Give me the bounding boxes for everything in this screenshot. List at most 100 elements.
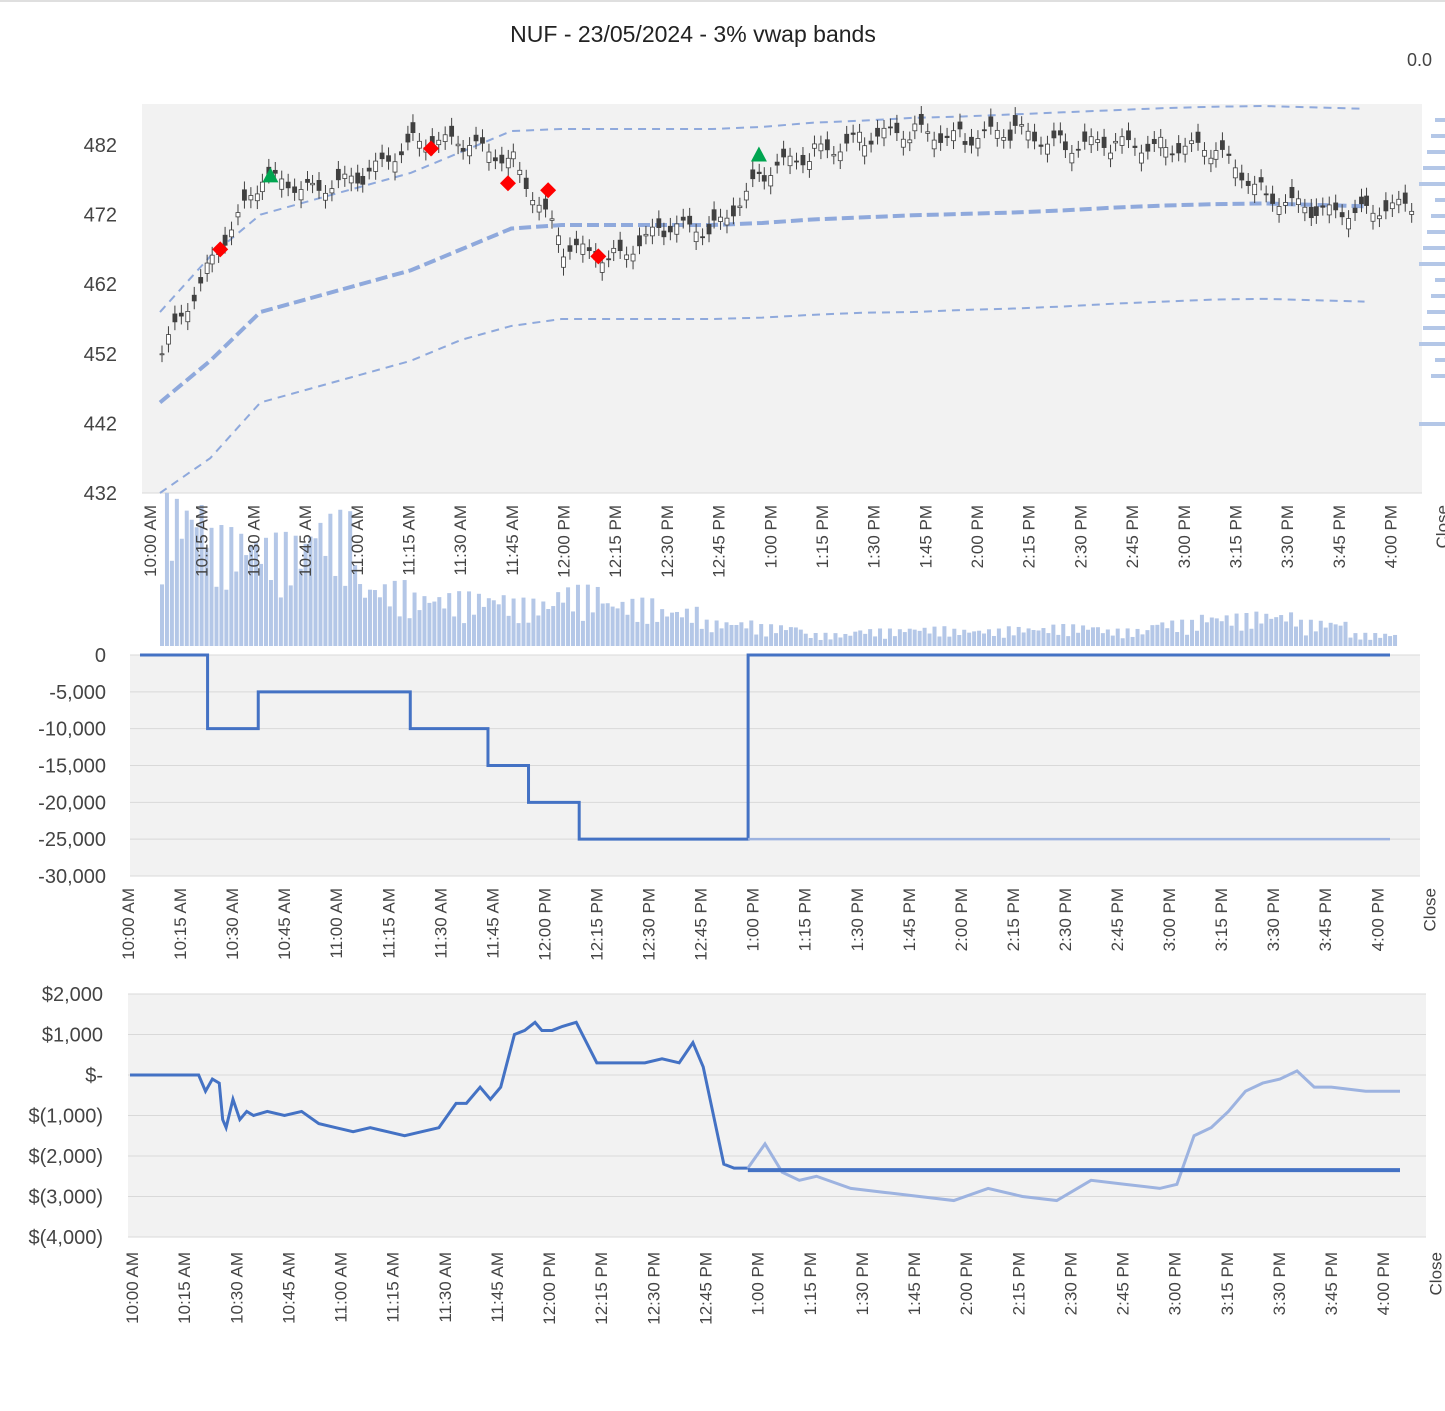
candle-body (731, 205, 736, 217)
volume-bar (278, 597, 283, 646)
volume-bar (1001, 637, 1006, 646)
volume-bar (1219, 621, 1224, 646)
candle-body (624, 254, 629, 260)
chart-title: NUF - 23/05/2024 - 3% vwap bands (510, 21, 876, 47)
volume-bar (858, 630, 863, 646)
volume-bar (660, 609, 665, 646)
volume-bar (367, 589, 372, 646)
candle-body (399, 151, 404, 156)
volume-bar (328, 513, 333, 646)
volume-bar (749, 620, 754, 646)
price-x-tick-label: 3:45 PM (1330, 505, 1349, 568)
candle-body (467, 145, 472, 157)
volume-bar (645, 623, 650, 646)
pnl-tick-label: $(1,000) (29, 1106, 104, 1128)
volume-profile-bar (1431, 134, 1445, 138)
volume-bar (481, 606, 486, 646)
volume-profile-bar (1423, 326, 1445, 330)
volume-bar (580, 620, 585, 646)
volume-bar (1363, 632, 1368, 646)
volume-bar (675, 611, 680, 646)
volume-bar (803, 633, 808, 646)
candle-body (844, 133, 850, 144)
volume-bar (1095, 627, 1100, 646)
volume-bar (1155, 624, 1160, 646)
sell-marker (212, 241, 229, 258)
pnl-x-tick-label: 3:00 PM (1166, 1252, 1185, 1315)
volume-bar (684, 608, 689, 646)
volume-bar (496, 604, 501, 646)
price-tick-label: 452 (84, 344, 117, 366)
volume-bar (244, 555, 249, 646)
volume-profile-bar (1419, 422, 1445, 426)
volume-bar (343, 585, 348, 646)
candle-body (580, 243, 586, 255)
candle-body (711, 209, 717, 221)
candle-body (386, 155, 391, 162)
volume-bar (1056, 634, 1061, 646)
price-tick-label: 472 (84, 205, 117, 227)
volume-bar (897, 629, 902, 646)
volume-profile-bar (1423, 166, 1445, 170)
price-x-tick-label: 2:00 PM (968, 505, 987, 568)
volume-bar (972, 631, 977, 646)
volume-bar (838, 637, 843, 646)
volume-bar (571, 611, 576, 646)
volume-bar (907, 628, 912, 646)
volume-bar (234, 571, 239, 646)
candle-body (1025, 130, 1031, 141)
volume-bar (694, 606, 699, 646)
candle-body (1346, 218, 1351, 230)
price-x-tick-label: 3:15 PM (1226, 505, 1245, 568)
volume-bar (1061, 624, 1066, 646)
candle-body (1359, 196, 1364, 205)
volume-bar (620, 601, 625, 646)
volume-bar (655, 621, 660, 646)
candle-body (185, 311, 191, 323)
candle-body (912, 123, 918, 132)
volume-bar (531, 598, 536, 646)
volume-profile-bar (1435, 278, 1445, 282)
volume-bar (947, 636, 952, 646)
position-x-tick-label: 2:15 PM (1004, 888, 1023, 951)
volume-bar (1140, 634, 1145, 646)
candle-body (242, 189, 247, 201)
candle-body (316, 180, 322, 191)
candle-body (962, 141, 968, 145)
volume-bar (1393, 634, 1398, 646)
volume-bar (363, 597, 368, 646)
sell-marker (423, 140, 440, 157)
position-x-tick-label: 10:45 AM (275, 888, 294, 960)
price-x-tick-label: 12:00 PM (555, 505, 574, 578)
candle-body (1320, 205, 1326, 208)
candle-body (1377, 215, 1382, 220)
candle-body (1101, 136, 1107, 148)
candle-body (1202, 150, 1207, 157)
price-y-axis: 432 442 452 462 472 482 (84, 135, 117, 505)
candle-body (298, 189, 304, 201)
volume-bar (437, 597, 442, 646)
volume-bar (422, 596, 427, 646)
candle-body (285, 181, 291, 189)
volume-bar (699, 628, 704, 646)
candle-body (774, 161, 780, 166)
volume-profile-bar (1419, 182, 1445, 186)
volume-bar (249, 544, 254, 646)
candle-body (761, 175, 767, 182)
volume-bar (887, 628, 892, 646)
position-x-tick-label: 1:30 PM (848, 888, 867, 951)
position-x-tick-label: 11:30 AM (431, 888, 450, 959)
volume-profile-bar (1427, 230, 1445, 234)
candle-body (680, 216, 686, 221)
volume-bar (704, 619, 709, 646)
volume-bar (615, 608, 620, 646)
candle-body (951, 130, 956, 142)
volume-bar (605, 603, 610, 646)
candle-body (543, 198, 548, 210)
candle-body (310, 182, 315, 186)
candle-body (1333, 202, 1339, 211)
pnl-x-tick-label: 10:30 AM (227, 1252, 246, 1324)
pnl-x-tick-label: 1:00 PM (749, 1252, 768, 1315)
position-x-tick-label: 2:30 PM (1056, 888, 1075, 951)
